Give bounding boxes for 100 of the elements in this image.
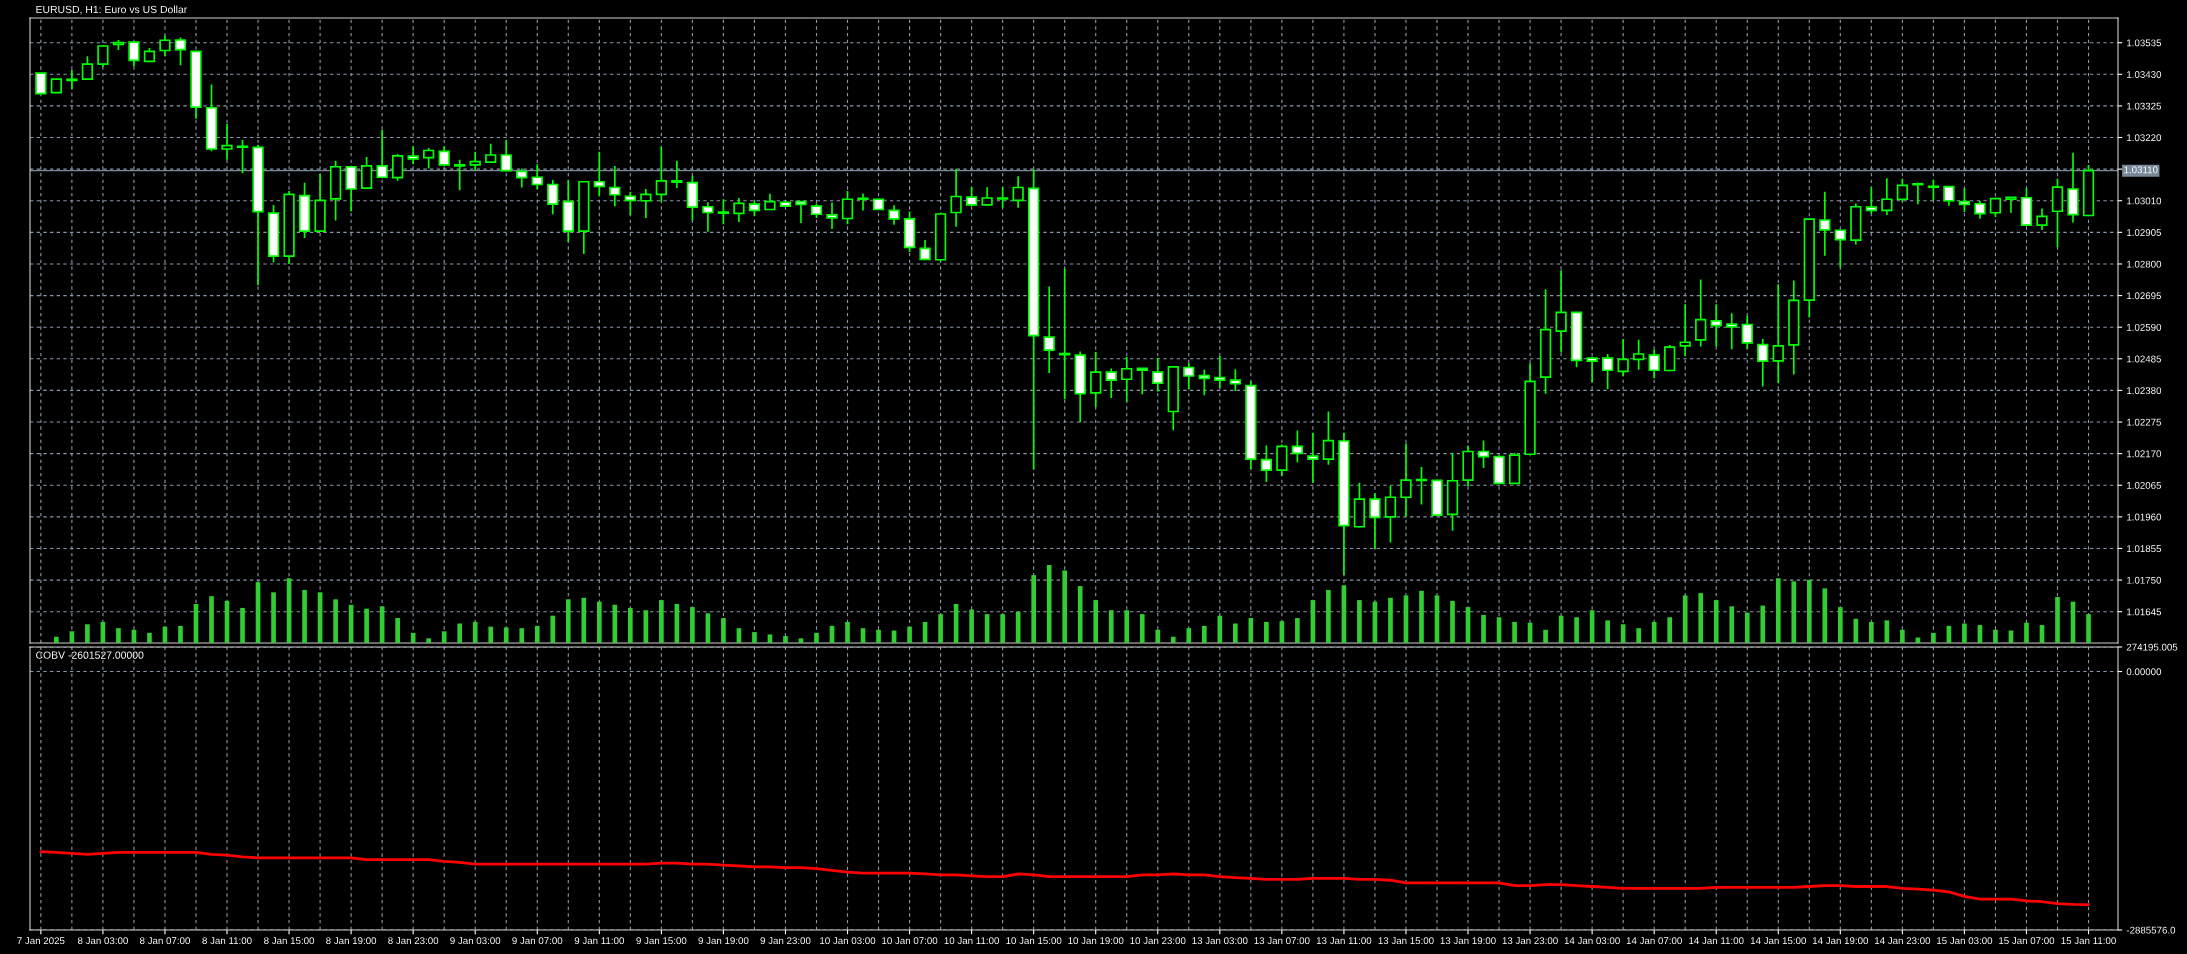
candlestick [841,190,854,226]
bar [1388,597,1393,643]
bar [1093,600,1099,643]
y-tick-label: 1.03325 [2127,102,2162,110]
candlestick [981,186,993,206]
bar [659,600,664,643]
candlestick [1276,443,1288,477]
bar [1512,621,1517,643]
y-tick-label: 1.02905 [2127,229,2162,236]
candlestick [1152,357,1164,393]
candlestick [1183,362,1195,390]
x-tick-label: 13 Jan 03:00 [1192,937,1248,945]
candlestick [593,150,605,198]
bar [534,625,540,643]
bar [1775,578,1781,643]
candlestick [1322,410,1335,466]
bar [938,614,943,643]
candlestick [1586,355,1598,384]
y-tick-label: 1.02800 [2127,260,2162,268]
bar [1170,636,1176,643]
candlestick [1493,455,1505,485]
candlestick [2005,195,2017,214]
x-tick-label: 8 Jan 19:00 [326,937,377,945]
candlestick [485,143,497,164]
candlestick [1136,366,1148,396]
x-tick-label: 10 Jan 07:00 [882,937,938,945]
candlestick [1229,368,1241,392]
y-tick-label: 1.02275 [2127,418,2162,426]
bar [798,638,804,643]
candlestick [934,211,947,263]
candlestick [1524,362,1536,456]
x-tick-label: 8 Jan 11:00 [202,937,252,945]
bar [178,625,183,643]
y-tick-label: -2885576.0 [2126,926,2176,934]
candlestick [795,200,807,224]
x-tick-label: 8 Jan 23:00 [388,937,439,945]
x-tick-label: 13 Jan 11:00 [1316,937,1372,945]
candlestick [128,40,140,68]
bar [814,632,819,643]
candlestick [1695,278,1707,348]
bar [1357,600,1362,643]
candlestick [655,145,668,203]
bar [271,592,276,643]
candlestick [1245,380,1257,471]
candlestick [671,159,683,189]
bar [1962,623,1967,643]
candlestick [1400,442,1412,518]
y-tick-label: 1.02485 [2127,355,2162,363]
bar [1791,581,1797,643]
bar [783,635,788,643]
candlestick [329,159,342,222]
candlestick [578,180,590,255]
candlestick [159,34,171,58]
y-tick-label: 1.03535 [2127,39,2162,47]
x-tick-label: 13 Jan 15:00 [1378,937,1434,945]
candlestick [1633,338,1645,371]
candlestick [423,147,435,170]
candlestick [1260,444,1273,483]
bar [1139,614,1145,643]
bar [457,623,463,643]
candlestick [205,83,218,153]
candlestick [1881,177,1893,216]
x-tick-label: 14 Jan 15:00 [1750,937,1807,945]
bar [1046,565,1052,643]
candlestick [252,143,264,287]
line-series [39,850,2090,906]
bar [612,604,618,643]
bar [628,607,633,643]
candlestick [1291,429,1304,464]
candlestick [1539,288,1552,395]
bar [1419,590,1424,643]
candlestick [469,150,481,172]
bar [147,632,152,643]
bar [1450,600,1455,643]
candlestick [97,44,109,68]
candlestick [174,36,187,67]
candlestick [779,199,792,208]
x-tick-label: 10 Jan 03:00 [820,937,876,945]
candlestick [1772,283,1784,385]
y-tick-label: 1.02170 [2127,450,2162,458]
candlestick [872,197,885,211]
candlestick [717,198,730,226]
x-tick-label: 8 Jan 03:00 [77,937,128,945]
candlestick [919,239,931,262]
y-tick-label: 1.02380 [2127,387,2162,395]
bar [1186,628,1192,643]
candlestick [1757,338,1769,388]
bar [876,629,881,643]
bar [472,621,478,643]
candlestick [1462,444,1474,487]
bar [1217,615,1223,643]
bar [1000,614,1005,643]
y-tick-label: 1.03430 [2127,71,2162,78]
candlestick [702,201,714,233]
candlestick [1307,432,1319,484]
candlestick [640,188,652,219]
candlestick [857,192,869,212]
candlestick [1012,175,1024,209]
candlestick [1927,178,1940,201]
candlestick [1989,196,2002,218]
